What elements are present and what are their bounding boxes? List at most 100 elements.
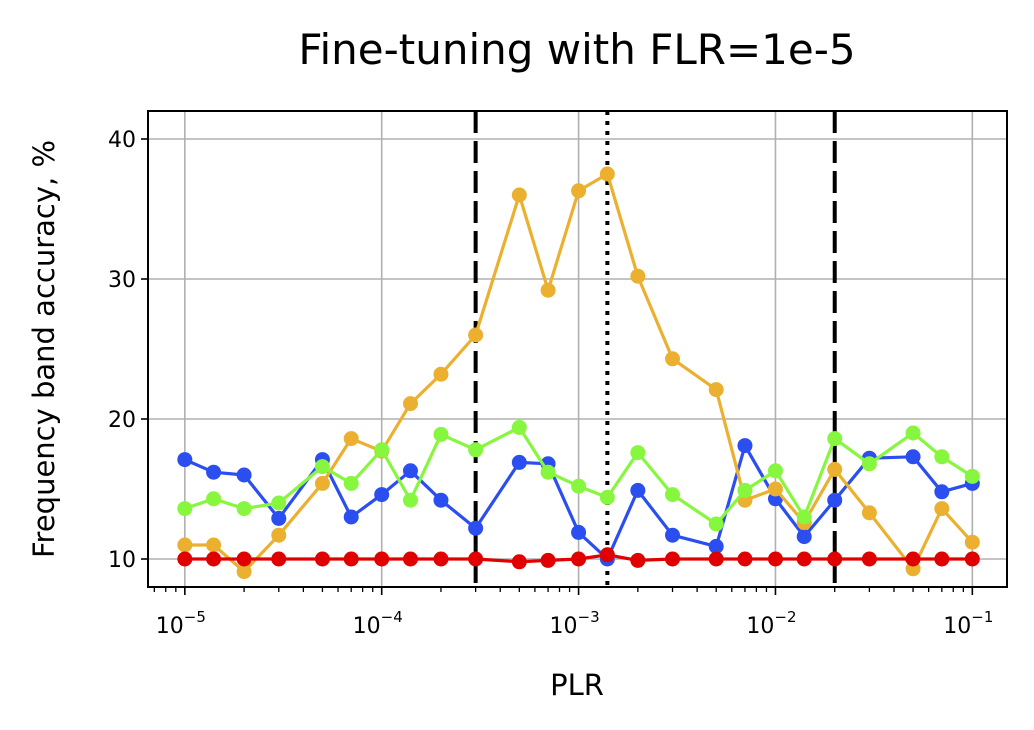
series-4-point (905, 551, 921, 567)
series-4-point (599, 547, 615, 563)
series-3-point (934, 449, 950, 465)
series-3-point (827, 431, 843, 447)
series-2-point (665, 351, 681, 367)
series-4-point (630, 552, 646, 568)
series-3-point (571, 478, 587, 494)
x-axis-ticks: 10−5 10−4 10−3 10−2 10−1 (156, 587, 993, 639)
y-axis-ticks: 10 20 30 40 (108, 128, 148, 573)
x-tick-label: 10−4 (353, 608, 403, 639)
series-4-point (511, 554, 527, 570)
series-1-point (402, 463, 418, 479)
x-tick-label: 10−2 (746, 608, 796, 639)
y-tick-label: 10 (108, 548, 136, 573)
series-2-point (861, 505, 877, 521)
series-1-point (571, 524, 587, 540)
series-1-point (236, 467, 252, 483)
series-1-point (433, 492, 449, 508)
series-4-point (708, 551, 724, 567)
series-1-point (796, 529, 812, 545)
series-2-point (271, 527, 287, 543)
series-4-point (796, 551, 812, 567)
series-1-point (511, 454, 527, 470)
series-2-point (314, 475, 330, 491)
series-4-point (665, 551, 681, 567)
series-2-point (630, 268, 646, 284)
series-1-point (271, 510, 287, 526)
series-3-point (402, 492, 418, 508)
series-2-point (571, 183, 587, 199)
series-4-point (177, 551, 193, 567)
chart-title: Fine-tuning with FLR=1e-5 (298, 25, 855, 74)
series-4-point (571, 551, 587, 567)
series-4-point (964, 551, 980, 567)
series-3-point (177, 501, 193, 517)
x-tick-label: 10−1 (943, 608, 993, 639)
series-3-point (468, 442, 484, 458)
series-2-point (343, 431, 359, 447)
series-3-point (271, 495, 287, 511)
series-1-point (468, 520, 484, 536)
series-3-point (665, 487, 681, 503)
series-4-point (206, 551, 222, 567)
series-1-point (177, 452, 193, 468)
series-4-point (236, 551, 252, 567)
series-3-point (905, 425, 921, 441)
series-3-point (599, 489, 615, 505)
series-2-point (964, 534, 980, 550)
y-tick-label: 30 (108, 268, 136, 293)
plot-area-frame (147, 110, 1008, 588)
series-4-point (343, 551, 359, 567)
series-2-point (177, 537, 193, 553)
series-3-point (314, 459, 330, 475)
series-4-point (934, 551, 950, 567)
data-series (177, 166, 980, 580)
series-1-point (708, 538, 724, 554)
series-2-point (827, 461, 843, 477)
series-1-point (905, 449, 921, 465)
series-3-point (796, 509, 812, 525)
series-2-point (468, 327, 484, 343)
series-4-point (861, 551, 877, 567)
series-1-point (630, 482, 646, 498)
y-axis-label: Frequency band accuracy, % (27, 140, 61, 558)
series-3-point (737, 482, 753, 498)
series-3-point (767, 463, 783, 479)
series-1-point (343, 509, 359, 525)
series-1-point (737, 438, 753, 454)
series-2-point (511, 187, 527, 203)
series-4-point (271, 551, 287, 567)
series-4-point (468, 551, 484, 567)
series-4-point (433, 551, 449, 567)
y-tick-label: 40 (108, 128, 136, 153)
series-3-point (630, 445, 646, 461)
series-3-point (374, 442, 390, 458)
series-3-point (861, 456, 877, 472)
series-2-point (599, 166, 615, 182)
series-2-point (402, 396, 418, 412)
series-3-point (540, 464, 556, 480)
x-tick-label: 10−5 (156, 608, 206, 639)
series-1-point (665, 527, 681, 543)
series-2-point (767, 481, 783, 497)
series-4-point (540, 552, 556, 568)
series-2-point (236, 564, 252, 580)
series-2-point (206, 537, 222, 553)
series-3-point (206, 491, 222, 507)
series-2-point (540, 282, 556, 298)
series-3-point (964, 468, 980, 484)
series-3-point (343, 475, 359, 491)
series-4-point (737, 551, 753, 567)
series-4-point (374, 551, 390, 567)
series-2-point (934, 501, 950, 517)
series-1-point (827, 492, 843, 508)
y-tick-label: 20 (108, 408, 136, 433)
series-3-point (236, 501, 252, 517)
series-4-point (314, 551, 330, 567)
series-4-point (767, 551, 783, 567)
reference-lines (473, 111, 837, 587)
series-4-point (402, 551, 418, 567)
x-axis-label: PLR (550, 668, 604, 702)
series-3-point (433, 426, 449, 442)
series-1-point (934, 484, 950, 500)
